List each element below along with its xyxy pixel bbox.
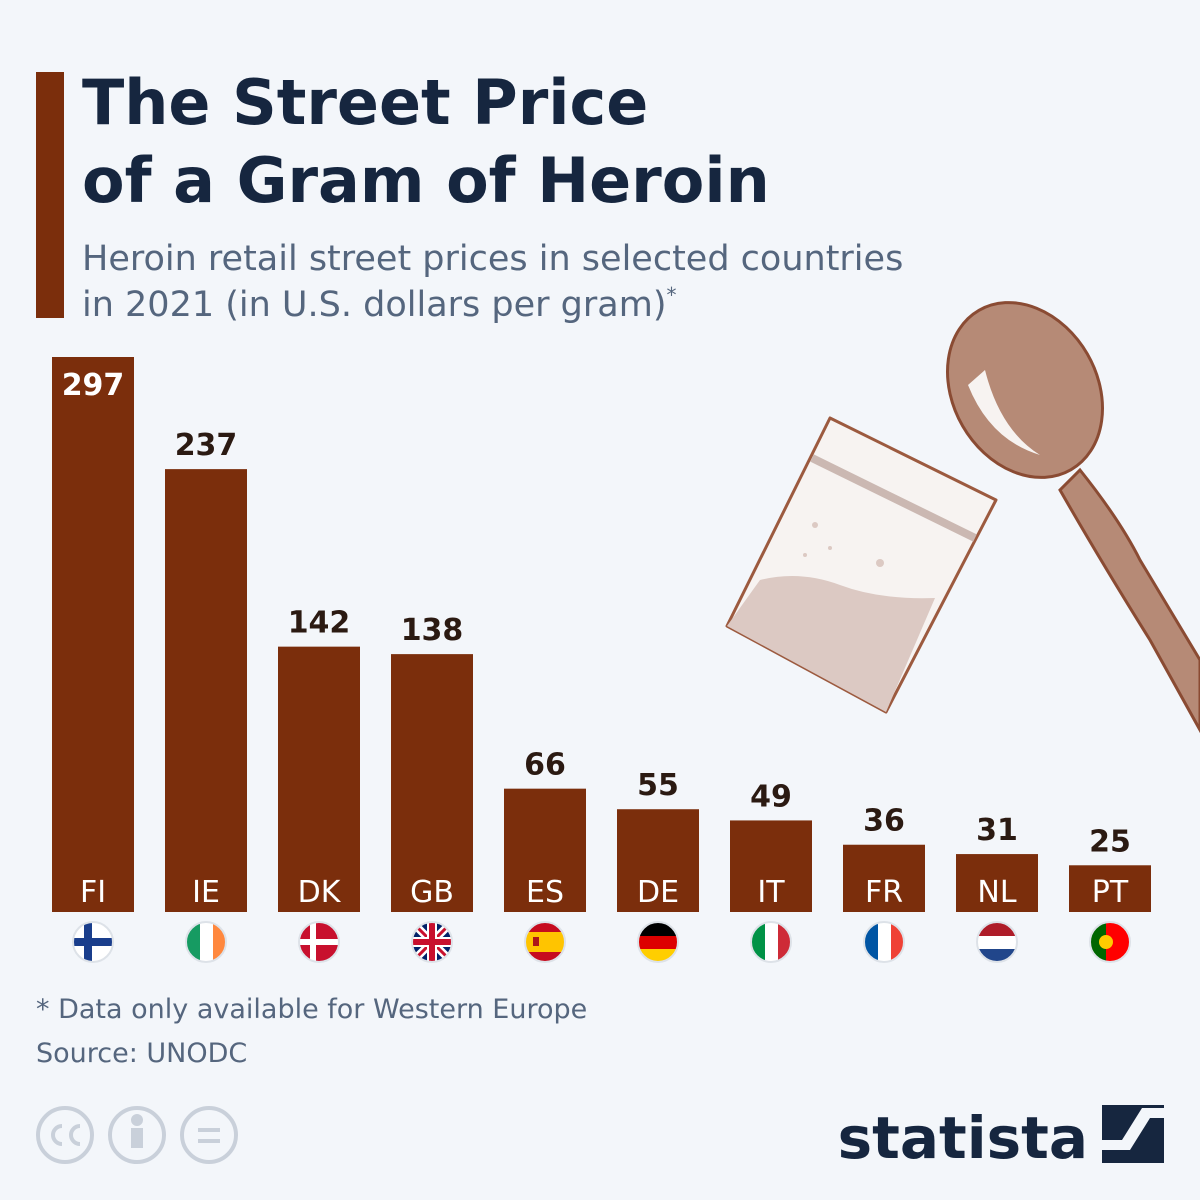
category-label: NL: [977, 875, 1016, 910]
value-label: 138: [401, 613, 464, 648]
value-label: 31: [976, 813, 1018, 848]
bar: [1069, 865, 1151, 912]
flag-ring: [1089, 921, 1131, 963]
category-label: DK: [298, 875, 342, 910]
flag-body: [299, 922, 339, 962]
category-label: IT: [757, 875, 785, 910]
subtitle-line: in 2021 (in U.S. dollars per gram): [82, 285, 666, 325]
bar: [956, 854, 1038, 912]
flag-body: [73, 922, 113, 962]
flag-ring: [411, 921, 453, 963]
bar: [52, 357, 134, 912]
brand: statista: [838, 1104, 1088, 1172]
bar: [278, 646, 360, 912]
flag: [863, 921, 905, 963]
flag: [1089, 921, 1131, 963]
flag-ring: [298, 921, 340, 963]
category-label: FI: [80, 875, 106, 910]
bars: 297 FI 237 IE 142 DK 138 GB 66 ES 55 DE 49 IT 36 FR 31 NL…: [52, 357, 1151, 963]
chart-title: of a Gram of Heroin: [82, 144, 770, 217]
flag: [298, 921, 340, 963]
flag-part: [412, 939, 452, 945]
footnote: * Data only available for Western Europe: [36, 994, 587, 1025]
bar: [843, 844, 925, 912]
title-accent: [36, 72, 64, 318]
value-label: 297: [62, 368, 125, 403]
flag-part: [200, 922, 213, 962]
flag-ring: [750, 921, 792, 963]
value-label: 237: [175, 428, 238, 463]
bar: [504, 788, 586, 912]
bar: [391, 654, 473, 912]
bar: [617, 809, 699, 912]
category-label: GB: [410, 875, 454, 910]
chart-title: The Street Price: [82, 66, 648, 139]
subtitle-mark: *: [666, 283, 676, 307]
flag-ring: [976, 921, 1018, 963]
brand-logo: [1102, 1105, 1164, 1163]
flag-ring: [637, 921, 679, 963]
category-label: FR: [865, 875, 903, 910]
value-label: 36: [863, 804, 905, 839]
flag: [411, 921, 453, 963]
flag: [185, 921, 227, 963]
subtitle: in 2021 (in U.S. dollars per gram)*: [82, 283, 676, 325]
bar: [165, 469, 247, 912]
flag: [524, 921, 566, 963]
category-label: IE: [192, 875, 220, 910]
value-label: 49: [750, 779, 792, 814]
flag-part: [765, 922, 778, 962]
flag-ring: [72, 921, 114, 963]
flag-part: [878, 922, 891, 962]
subtitle: Heroin retail street prices in selected …: [82, 239, 903, 279]
category-label: DE: [637, 875, 679, 910]
flag-part: [1099, 935, 1113, 949]
category-label: PT: [1092, 875, 1129, 910]
value-label: 25: [1089, 824, 1131, 859]
illustration: [725, 301, 1200, 734]
license-icons: [36, 1106, 238, 1164]
value-label: 142: [288, 606, 351, 641]
flag: [637, 921, 679, 963]
flag-part: [299, 939, 339, 945]
flag-ring: [524, 921, 566, 963]
category-label: ES: [526, 875, 564, 910]
source: Source: UNODC: [36, 1038, 247, 1069]
flag: [72, 921, 114, 963]
flag-body: [525, 922, 565, 962]
flag-part: [977, 936, 1017, 949]
flag-part: [638, 936, 678, 949]
flag-part: [533, 937, 539, 946]
bar: [730, 820, 812, 912]
flag-part: [1090, 922, 1106, 962]
flag-ring: [185, 921, 227, 963]
flag-part: [73, 938, 113, 946]
flag-ring: [863, 921, 905, 963]
flag-body: [412, 922, 452, 962]
flag-part: [525, 932, 565, 952]
value-label: 66: [524, 748, 566, 783]
value-label: 55: [637, 768, 679, 803]
flag: [976, 921, 1018, 963]
flag: [750, 921, 792, 963]
flag-body: [1090, 922, 1130, 962]
